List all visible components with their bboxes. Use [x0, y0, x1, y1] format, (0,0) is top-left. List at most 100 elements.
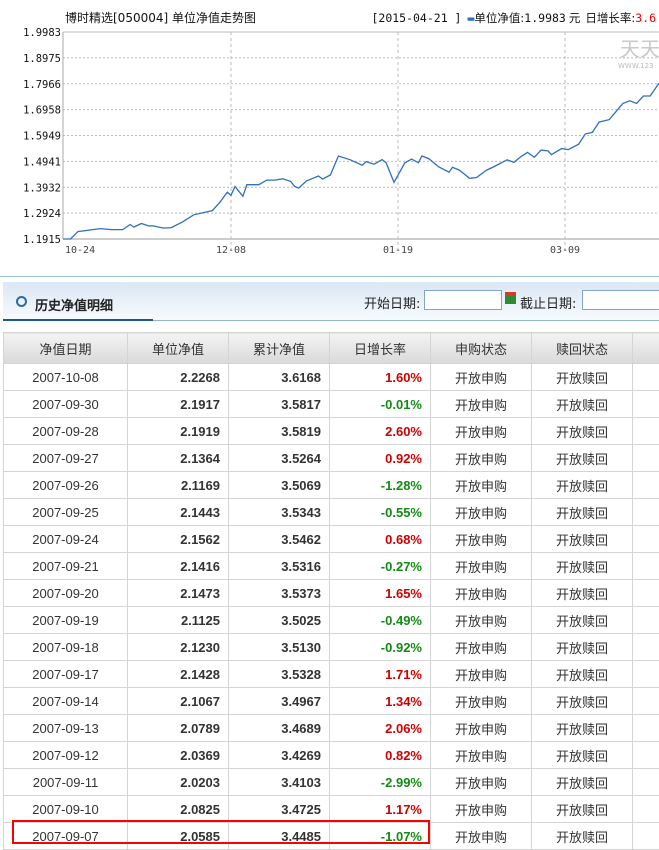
unit-nav-cell: 2.1125	[128, 607, 229, 634]
date-cell: 2007-09-10	[4, 796, 128, 823]
daily-change-cell: -0.01%	[330, 391, 431, 418]
calendar-icon[interactable]	[505, 292, 516, 304]
unit-nav-cell: 2.0369	[128, 742, 229, 769]
date-cell: 2007-09-07	[4, 823, 128, 850]
y-tick-label: 1.8975	[23, 53, 61, 65]
date-cell: 2007-09-19	[4, 607, 128, 634]
unit-nav-cell: 2.0585	[128, 823, 229, 850]
cumulative-nav-cell: 3.4967	[229, 688, 330, 715]
daily-change-cell: -1.28%	[330, 472, 431, 499]
x-tick-label: 03-09	[550, 245, 580, 256]
y-tick-label: 1.5949	[23, 131, 61, 143]
unit-nav-cell: 2.1364	[128, 445, 229, 472]
cumulative-nav-cell: 3.5373	[229, 580, 330, 607]
column-header: 单位净值	[128, 333, 229, 364]
date-cell: 2007-09-26	[4, 472, 128, 499]
end-date-label: 截止日期:	[520, 293, 576, 312]
cumulative-nav-cell: 3.5343	[229, 499, 330, 526]
purchase-status-cell: 开放申购	[431, 553, 532, 580]
redeem-status-cell: 开放赎回	[532, 445, 633, 472]
empty-cell	[633, 472, 659, 499]
cumulative-nav-cell: 3.6168	[229, 364, 330, 391]
info-unit: 元	[569, 11, 581, 25]
redeem-status-cell: 开放赎回	[532, 769, 633, 796]
empty-cell	[633, 661, 659, 688]
empty-cell	[633, 715, 659, 742]
y-tick-label: 1.6958	[23, 105, 61, 117]
column-header: 日增长率	[330, 333, 431, 364]
unit-nav-cell: 2.1917	[128, 391, 229, 418]
end-date-input[interactable]	[582, 290, 659, 310]
purchase-status-cell: 开放申购	[431, 391, 532, 418]
daily-change-cell: -0.55%	[330, 499, 431, 526]
redeem-status-cell: 开放赎回	[532, 364, 633, 391]
daily-change-cell: 1.60%	[330, 364, 431, 391]
purchase-status-cell: 开放申购	[431, 445, 532, 472]
purchase-status-cell: 开放申购	[431, 526, 532, 553]
cumulative-nav-cell: 3.5817	[229, 391, 330, 418]
cumulative-nav-cell: 3.4725	[229, 796, 330, 823]
daily-change-cell: 0.68%	[330, 526, 431, 553]
watermark-logo: 天天	[620, 37, 659, 61]
purchase-status-cell: 开放申购	[431, 364, 532, 391]
daily-change-cell: 1.65%	[330, 580, 431, 607]
purchase-status-cell: 开放申购	[431, 472, 532, 499]
daily-change-cell: 2.06%	[330, 715, 431, 742]
redeem-status-cell: 开放赎回	[532, 391, 633, 418]
redeem-status-cell: 开放赎回	[532, 553, 633, 580]
y-tick-label: 1.4941	[23, 156, 61, 168]
empty-cell	[633, 364, 659, 391]
unit-nav-cell: 2.1416	[128, 553, 229, 580]
start-date-input[interactable]	[424, 290, 502, 310]
empty-cell	[633, 796, 659, 823]
info-date: [2015-04-21 ]	[371, 11, 461, 25]
column-header: 累计净值	[229, 333, 330, 364]
daily-change-cell: 0.82%	[330, 742, 431, 769]
column-header	[633, 333, 659, 364]
purchase-status-cell: 开放申购	[431, 418, 532, 445]
unit-nav-cell: 2.2268	[128, 364, 229, 391]
empty-cell	[633, 607, 659, 634]
history-title: 历史净值明细	[35, 295, 113, 314]
empty-cell	[633, 445, 659, 472]
chart-title: 博时精选[050004] 单位净值走势图	[65, 10, 256, 25]
date-cell: 2007-09-14	[4, 688, 128, 715]
daily-change-cell: -2.99%	[330, 769, 431, 796]
y-tick-label: 1.3932	[23, 182, 61, 194]
date-cell: 2007-09-12	[4, 742, 128, 769]
daily-change-cell: -0.49%	[330, 607, 431, 634]
watermark-url: WWW.123	[618, 62, 654, 70]
empty-cell	[633, 688, 659, 715]
info-legend: 单位净值:	[474, 11, 524, 25]
cumulative-nav-cell: 3.5264	[229, 445, 330, 472]
redeem-status-cell: 开放赎回	[532, 661, 633, 688]
purchase-status-cell: 开放申购	[431, 607, 532, 634]
purchase-status-cell: 开放申购	[431, 634, 532, 661]
cumulative-nav-cell: 3.5316	[229, 553, 330, 580]
cumulative-nav-cell: 3.4103	[229, 769, 330, 796]
x-tick-label: 10-24	[65, 245, 95, 256]
date-cell: 2007-09-11	[4, 769, 128, 796]
empty-cell	[633, 553, 659, 580]
purchase-status-cell: 开放申购	[431, 769, 532, 796]
info-rate-label: 日增长率:	[585, 11, 635, 25]
daily-change-cell: -0.27%	[330, 553, 431, 580]
redeem-status-cell: 开放赎回	[532, 607, 633, 634]
unit-nav-cell: 2.1443	[128, 499, 229, 526]
date-cell: 2007-09-28	[4, 418, 128, 445]
cumulative-nav-cell: 3.5328	[229, 661, 330, 688]
cumulative-nav-cell: 3.5025	[229, 607, 330, 634]
x-tick-label: 12-08	[216, 245, 246, 256]
nav-trend-chart: 博时精选[050004] 单位净值走势图 [2015-04-21 ]▬单位净值:…	[0, 0, 659, 270]
